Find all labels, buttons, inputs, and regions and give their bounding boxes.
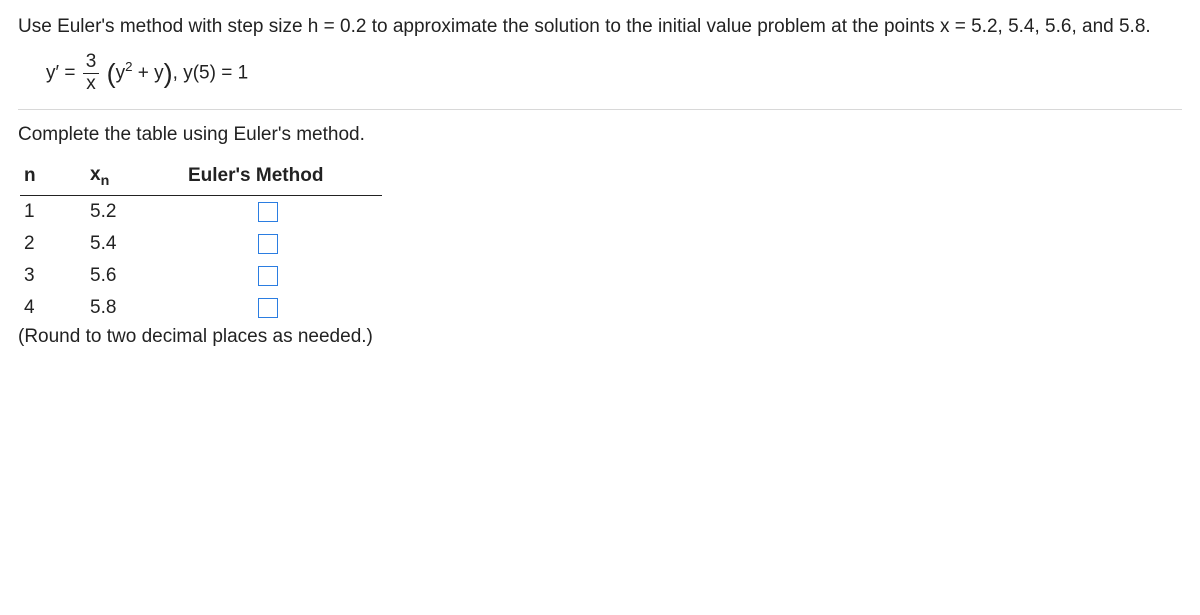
comma: , [173,62,184,83]
euler-table: n xn Euler's Method 1 5.2 2 5.4 3 5.6 4 … [20,158,382,324]
problem-prompt: Use Euler's method with step size h = 0.… [18,16,1182,38]
fraction-numerator: 3 [83,52,100,74]
paren-close: ) [164,58,173,88]
plus-y: + y [132,62,163,83]
initial-condition: y(5) = 1 [183,62,248,83]
header-xn: xn [86,158,184,195]
table-row: 3 5.6 [20,260,382,292]
answer-input-1[interactable] [258,202,278,222]
header-xn-sub: n [101,173,110,189]
equation-fraction: 3 x [83,52,100,95]
answer-input-4[interactable] [258,298,278,318]
table-row: 4 5.8 [20,292,382,324]
cell-n: 1 [20,195,86,228]
divider [18,109,1182,110]
answer-input-3[interactable] [258,266,278,286]
header-method: Euler's Method [184,158,382,195]
fraction-denominator: x [83,74,100,95]
equation-lhs: y′ = [46,62,75,83]
cell-n: 2 [20,228,86,260]
cell-xn: 5.6 [86,260,184,292]
cell-xn: 5.8 [86,292,184,324]
paren-open: ( [107,58,116,88]
header-xn-base: x [90,164,101,185]
cell-n: 4 [20,292,86,324]
rounding-note: (Round to two decimal places as needed.) [18,326,1182,348]
table-row: 1 5.2 [20,195,382,228]
cell-xn: 5.2 [86,195,184,228]
table-instruction: Complete the table using Euler's method. [18,124,1182,146]
y-base: y [116,62,126,83]
equation: y′ = 3 x (y2 + y), y(5) = 1 [46,52,1182,95]
header-n: n [20,158,86,195]
table-row: 2 5.4 [20,228,382,260]
answer-input-2[interactable] [258,234,278,254]
cell-n: 3 [20,260,86,292]
cell-xn: 5.4 [86,228,184,260]
